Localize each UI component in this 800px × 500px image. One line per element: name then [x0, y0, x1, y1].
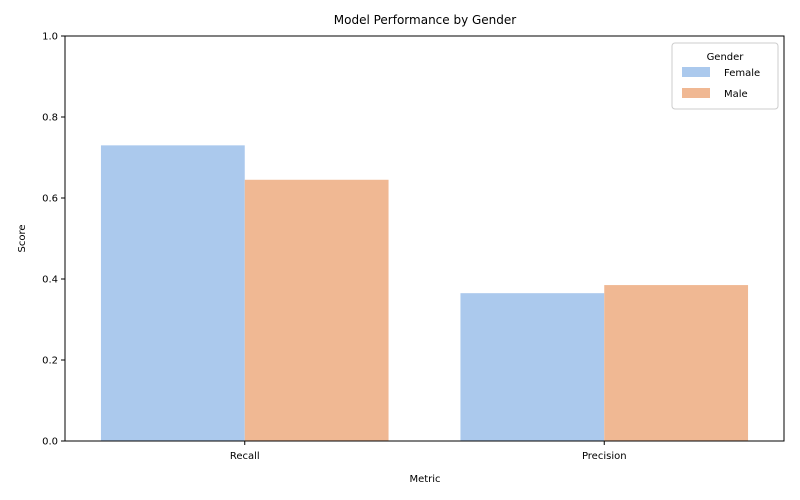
- y-tick-label: 0.0: [42, 437, 58, 448]
- plot-frame: [64, 35, 785, 442]
- bars: [100, 145, 749, 441]
- x-axis-label: Metric: [409, 474, 440, 485]
- y-tick-label: 1.0: [42, 32, 58, 43]
- x-tick-label-recall: Recall: [230, 451, 260, 462]
- legend-label-female: Female: [724, 68, 760, 79]
- chart-title: Model Performance by Gender: [334, 13, 517, 27]
- legend-swatch-female: [682, 67, 710, 77]
- legend-label-male: Male: [724, 89, 748, 100]
- bar-male-precision: [604, 285, 749, 441]
- y-tick-label: 0.4: [42, 275, 58, 286]
- x-axis-ticks: Recall Precision: [230, 441, 627, 462]
- bar-female-recall: [100, 145, 245, 441]
- y-tick-label: 0.8: [42, 113, 58, 124]
- legend-swatch-male: [682, 88, 710, 98]
- y-tick-label: 0.6: [42, 194, 58, 205]
- y-tick-label: 0.2: [42, 356, 58, 367]
- bar-female-precision: [460, 293, 605, 441]
- legend-title: Gender: [707, 52, 745, 63]
- legend: Gender Female Male: [671, 42, 779, 110]
- x-tick-label-precision: Precision: [582, 451, 627, 462]
- y-axis-label: Score: [17, 224, 28, 252]
- y-axis-ticks: 0.0 0.2 0.4 0.6 0.8 1.0: [42, 32, 65, 448]
- bar-male-recall: [244, 179, 389, 441]
